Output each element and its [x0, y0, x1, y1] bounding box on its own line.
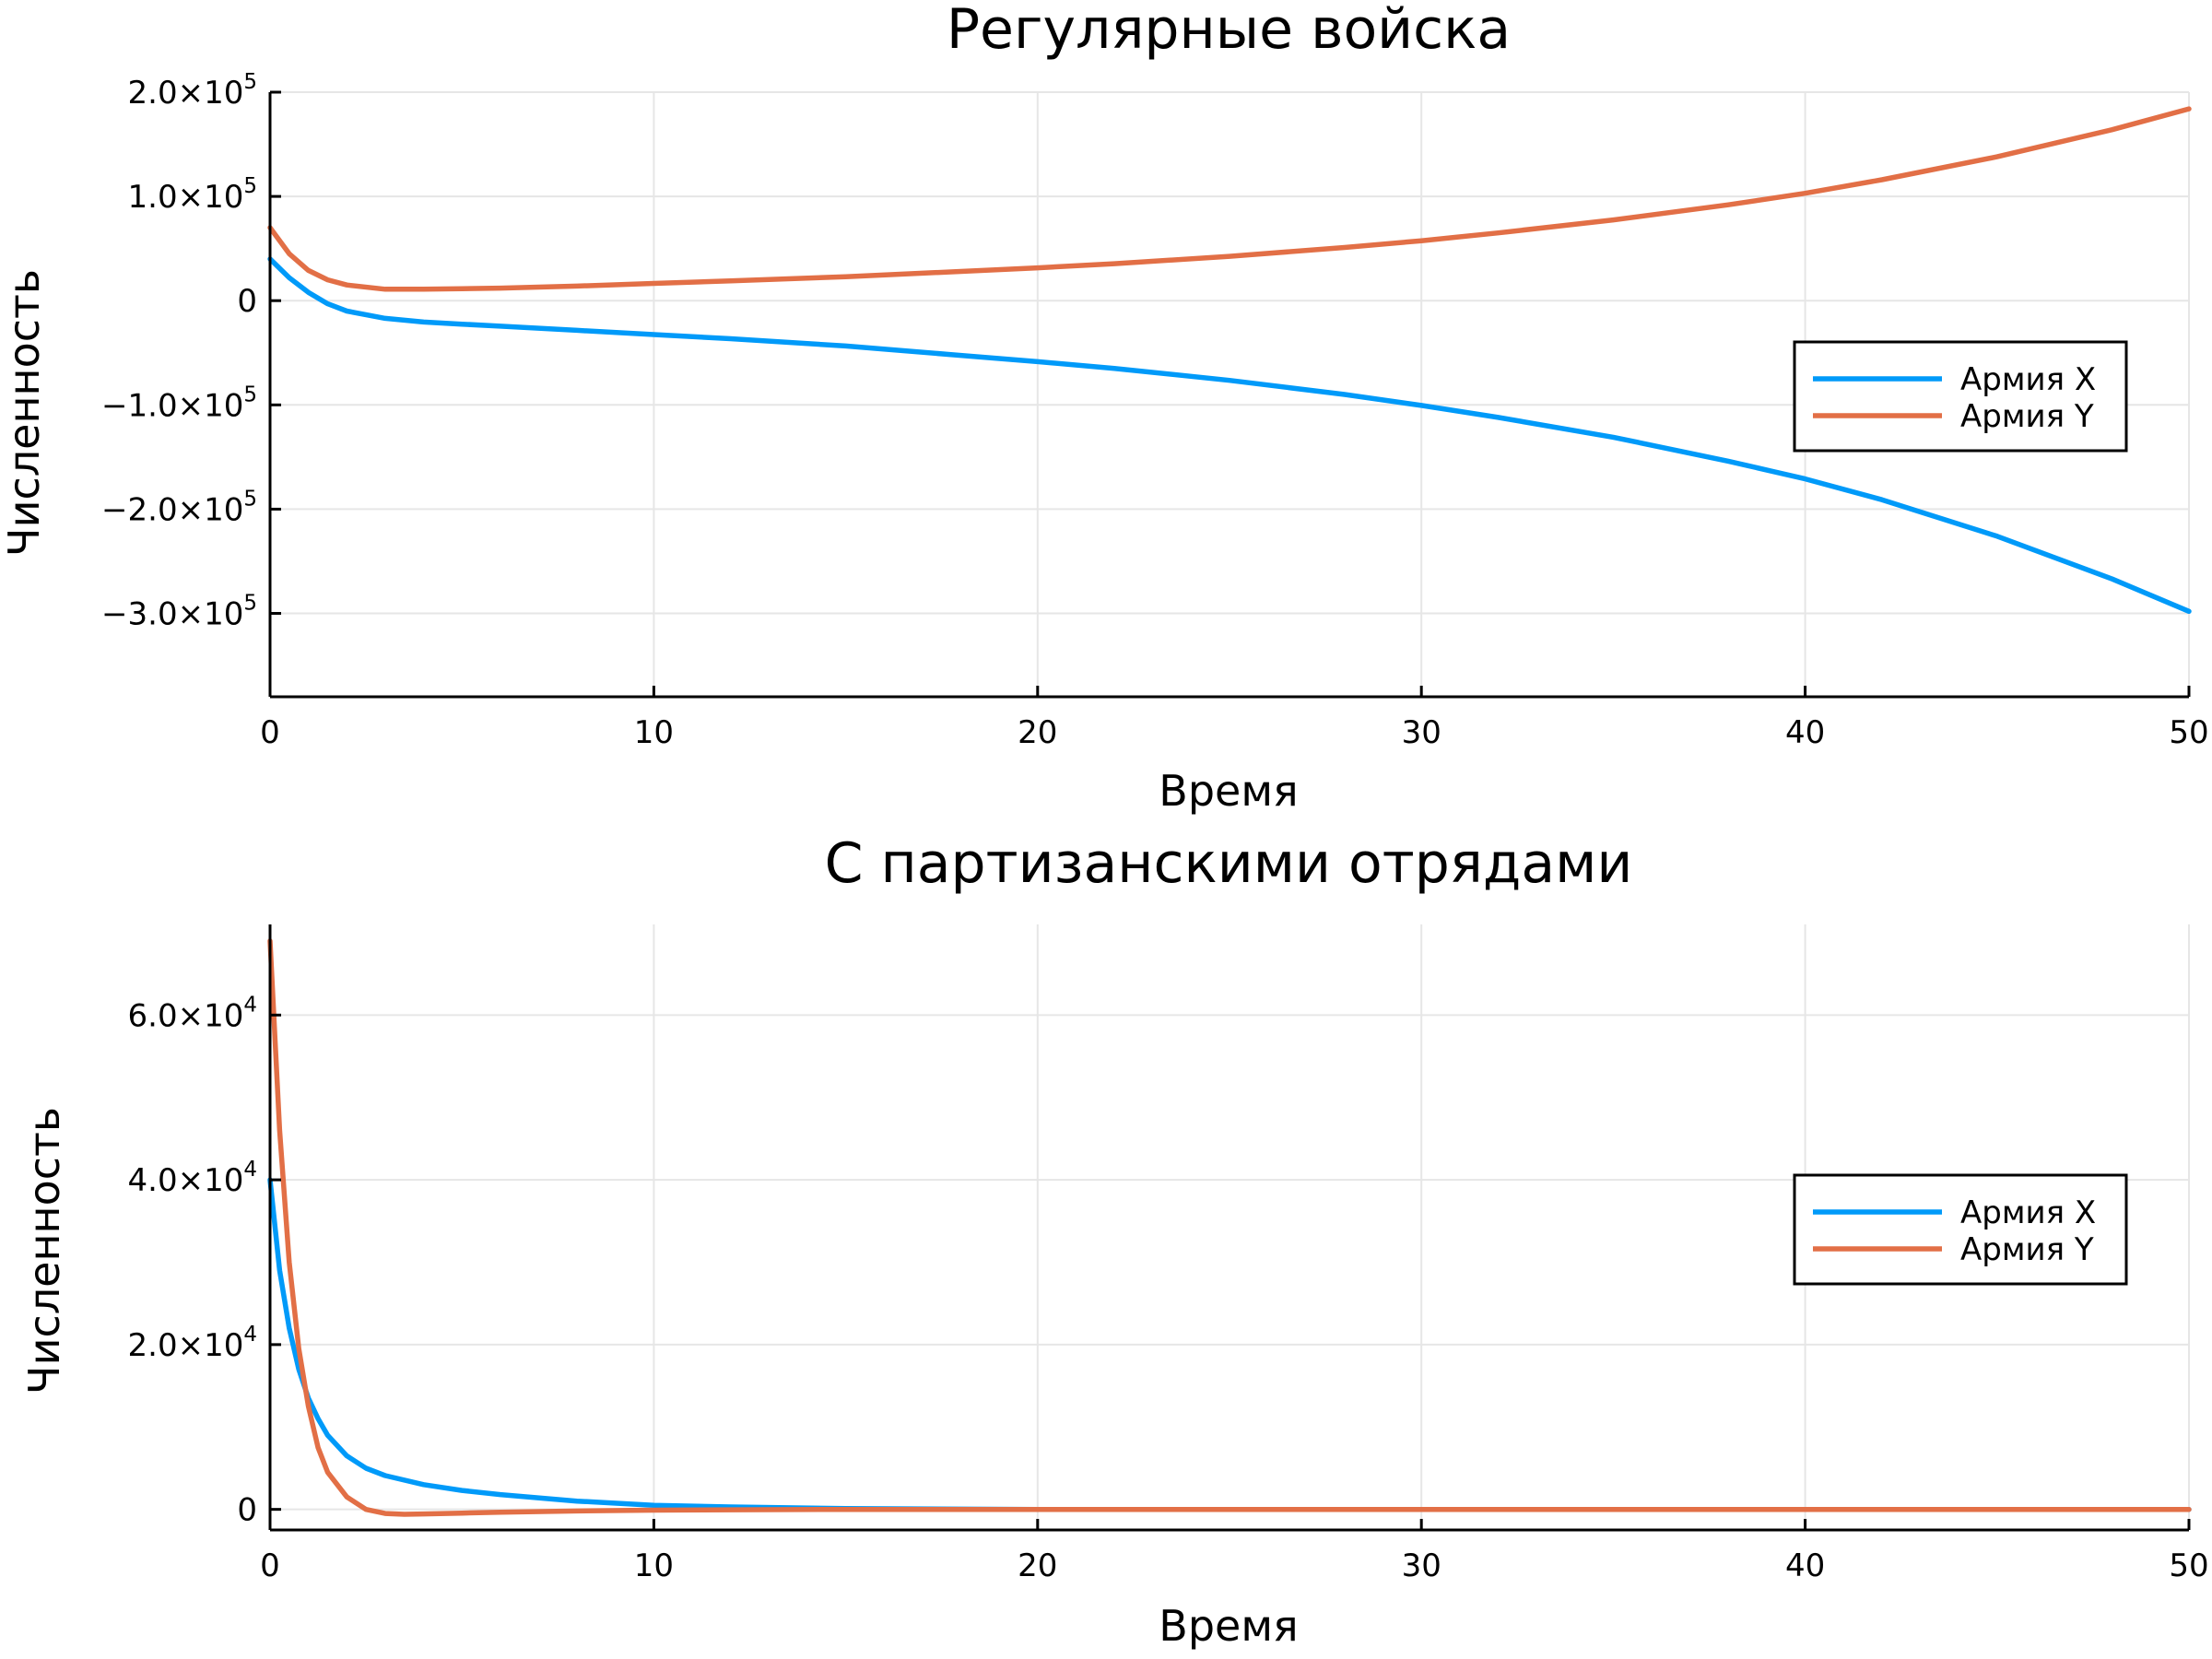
- x-tick-label: 40: [1785, 1547, 1825, 1584]
- legend: Армия X Армия Y: [1793, 340, 2128, 453]
- x-tick-label: 30: [1402, 714, 1441, 751]
- x-axis-label: Время: [1159, 1601, 1298, 1651]
- legend-box: [1793, 340, 2128, 453]
- series-line-army-x: [267, 256, 2192, 615]
- y-tick-label: 0: [237, 1492, 257, 1529]
- chart-title: Регулярные войска: [947, 0, 1511, 62]
- y-axis-label: Численность: [0, 269, 49, 557]
- y-tick-label: 2.0×105: [128, 70, 257, 112]
- y-tick-label: 0: [237, 283, 257, 320]
- legend-label-army-x: Армия X: [1960, 361, 2096, 398]
- series-line-army-y: [267, 106, 2192, 292]
- x-tick-label: 0: [260, 714, 280, 751]
- plot-series: [267, 938, 2192, 1517]
- y-tick-label: 2.0×104: [128, 1323, 257, 1364]
- y-tick-label: 4.0×104: [128, 1158, 257, 1199]
- axes: 0 10 20 30 40 50 2.0×105 1.0×105 0 −1.0×105 −2.0×1…: [101, 70, 2209, 751]
- chart-partisan-units: С партизанскими отрядами Время Численнос…: [19, 831, 2209, 1651]
- x-tick-label: 50: [2169, 1547, 2208, 1584]
- y-tick-label: 6.0×104: [128, 993, 257, 1034]
- y-tick-label: 1.0×105: [128, 174, 257, 216]
- legend-label-army-y: Армия Y: [1960, 398, 2094, 435]
- x-tick-label: 10: [634, 1547, 674, 1584]
- chart-title: С партизанскими отрядами: [825, 831, 1633, 896]
- chart-regular-troops: Регулярные войска Время Численность 0 10 2…: [0, 0, 2209, 816]
- x-tick-label: 20: [1018, 1547, 1057, 1584]
- legend-label-army-y: Армия Y: [1960, 1231, 2094, 1268]
- legend-label-army-x: Армия X: [1960, 1194, 2096, 1231]
- axes: 0 10 20 30 40 50 0 2.0×104 4.0×104 6.0×104: [128, 924, 2209, 1584]
- x-axis-label: Время: [1159, 766, 1298, 816]
- x-tick-label: 40: [1785, 714, 1825, 751]
- plot-series: [267, 106, 2192, 615]
- x-tick-label: 0: [260, 1547, 280, 1584]
- legend: Армия X Армия Y: [1793, 1173, 2128, 1286]
- legend-box: [1793, 1173, 2128, 1286]
- y-tick-label: −2.0×105: [101, 487, 257, 528]
- x-tick-label: 50: [2169, 714, 2208, 751]
- x-tick-label: 10: [634, 714, 674, 751]
- x-tick-label: 30: [1402, 1547, 1441, 1584]
- y-tick-label: −3.0×105: [101, 592, 257, 633]
- series-line-army-y: [267, 938, 2192, 1517]
- x-tick-label: 20: [1018, 714, 1057, 751]
- y-tick-label: −1.0×105: [101, 382, 257, 424]
- y-axis-label: Численность: [19, 1107, 69, 1394]
